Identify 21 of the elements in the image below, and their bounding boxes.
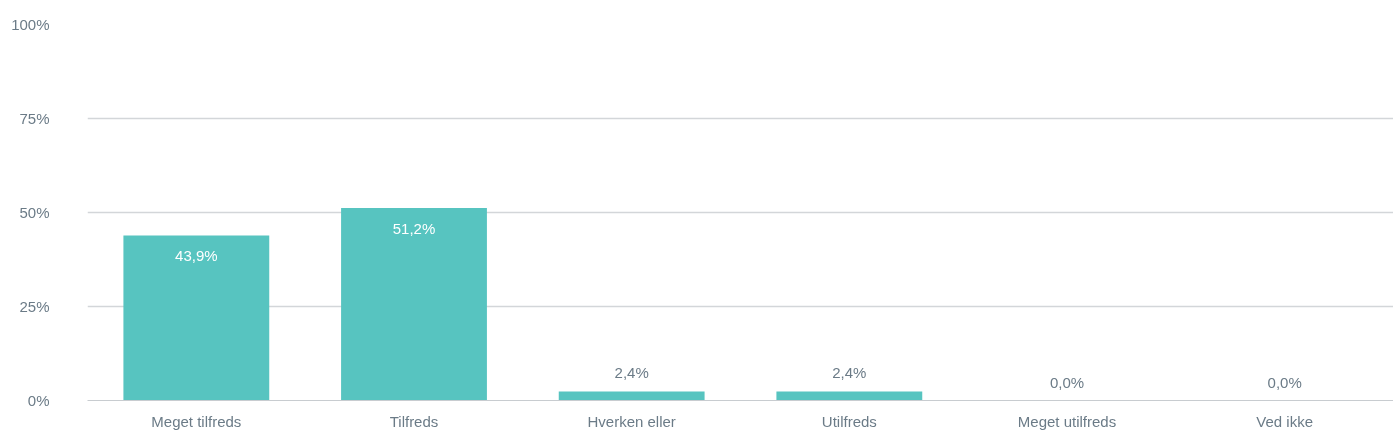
- y-tick-label: 100%: [11, 16, 50, 33]
- bar: [776, 391, 923, 401]
- y-tick-label: 25%: [19, 298, 50, 315]
- data-label: 0,0%: [1049, 373, 1085, 391]
- x-tick-label: Utilfreds: [821, 412, 877, 430]
- y-tick-label: 75%: [19, 110, 50, 127]
- x-tick-label: Ved ikke: [1256, 412, 1314, 430]
- data-label: 43,9%: [175, 247, 218, 265]
- x-tick-label: Meget tilfreds: [151, 412, 242, 430]
- x-tick-label: Hverken eller: [587, 412, 676, 430]
- y-tick-label: 50%: [19, 204, 50, 221]
- bar: [123, 235, 270, 401]
- data-label: 2,4%: [614, 364, 649, 382]
- bar: [558, 391, 705, 401]
- x-tick-label: Meget utilfreds: [1017, 412, 1117, 430]
- x-tick-label: Tilfreds: [389, 412, 439, 430]
- data-label: 51,2%: [392, 219, 436, 237]
- data-label: 2,4%: [832, 364, 867, 382]
- bar: [341, 207, 487, 401]
- data-label: 0,0%: [1267, 373, 1302, 391]
- y-tick-label: 0%: [27, 392, 50, 409]
